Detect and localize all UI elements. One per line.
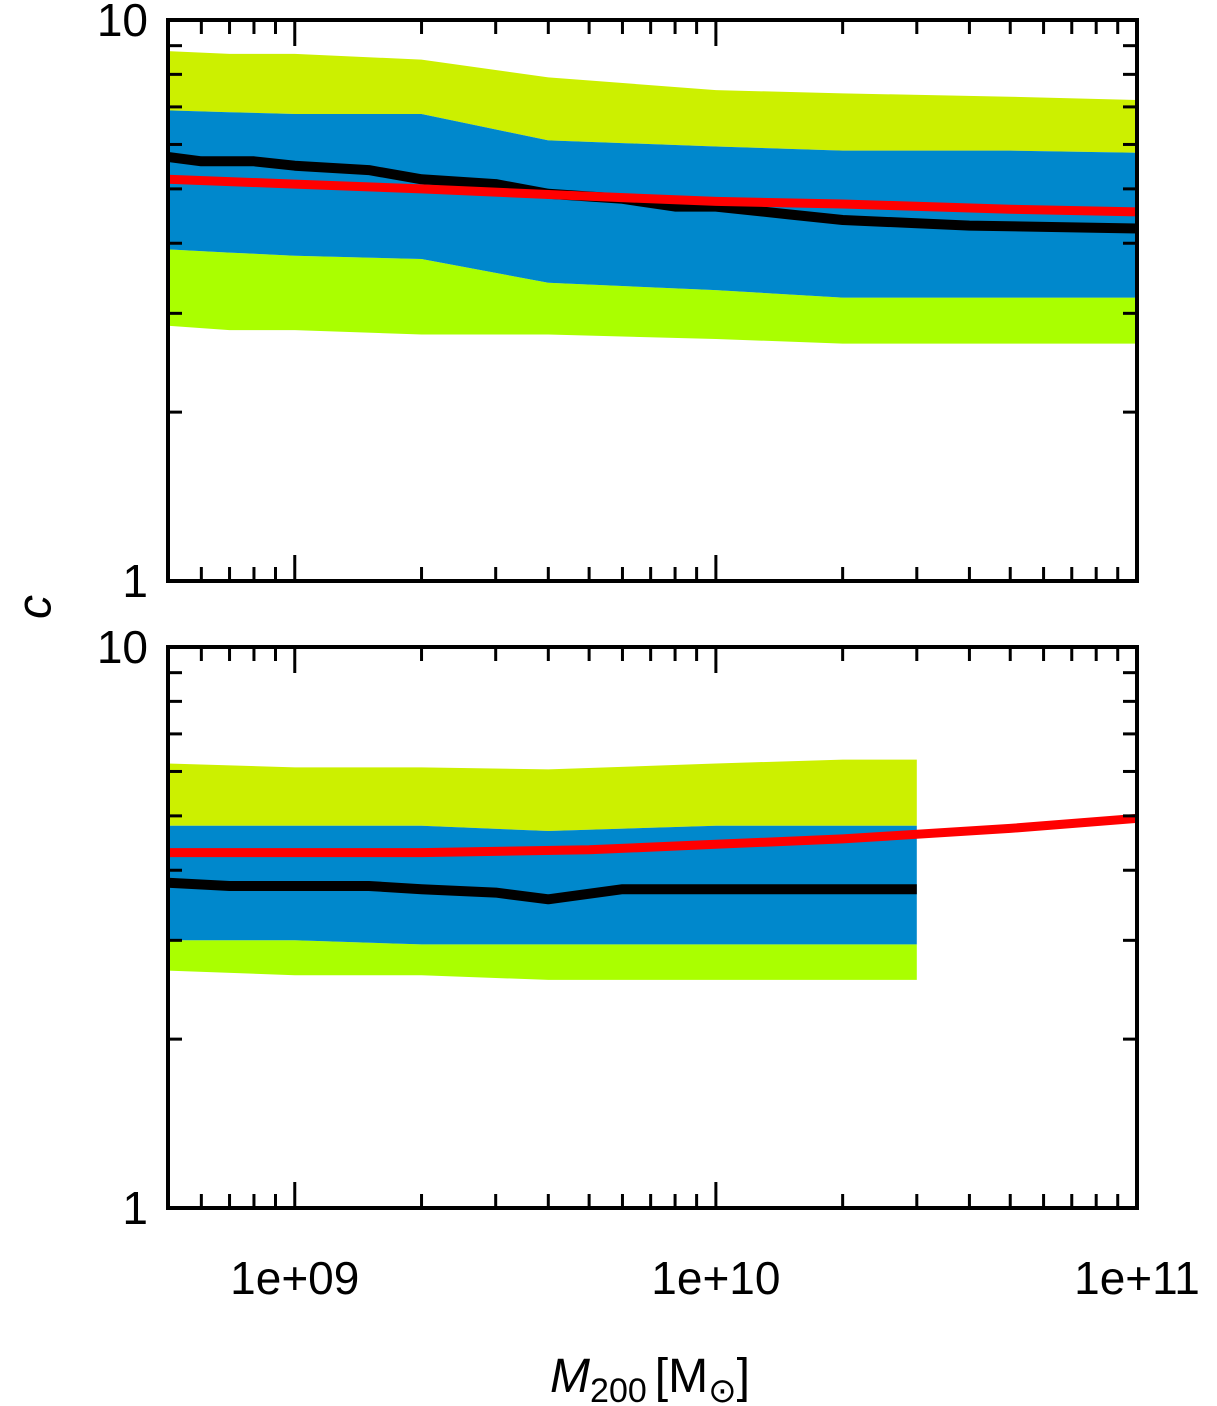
outer-band-upper [168,759,917,831]
outer-band-upper [168,51,1137,153]
x-tick-label: 1e+10 [651,1252,780,1304]
y-tick-label: 10 [97,0,148,46]
x-tick-label: 1e+11 [1074,1252,1200,1304]
plot-area [168,759,1137,980]
y-axis-title: c [9,595,62,619]
x-axis-title-sub: 200 [590,1372,647,1406]
y-tick-label: 10 [97,621,148,673]
panel-bottom: 1 10 1e+09 1e+10 1e+11 [97,621,1200,1304]
x-axis-title-unit-close: ] [737,1350,750,1403]
plot-area [168,51,1137,344]
x-axis-title-main: M [550,1350,590,1403]
median-line [168,877,917,905]
panel-top: 1 10 [97,0,1139,607]
x-axis-title-unit-symbol: ⊙ [708,1372,737,1406]
model-line [168,174,1137,217]
y-tick-label: 1 [122,555,148,607]
model-line [168,813,1137,858]
x-tick-label: 1e+09 [230,1252,359,1304]
x-axis-title: M200 [M⊙] [550,1350,750,1406]
outer-band-lower [168,940,917,980]
outer-band-lower [168,249,1137,344]
y-tick-label: 1 [122,1182,148,1234]
x-axis-title-unit-open: [M [655,1350,708,1403]
plot-frame [166,645,1139,1210]
plot-frame [166,18,1139,583]
